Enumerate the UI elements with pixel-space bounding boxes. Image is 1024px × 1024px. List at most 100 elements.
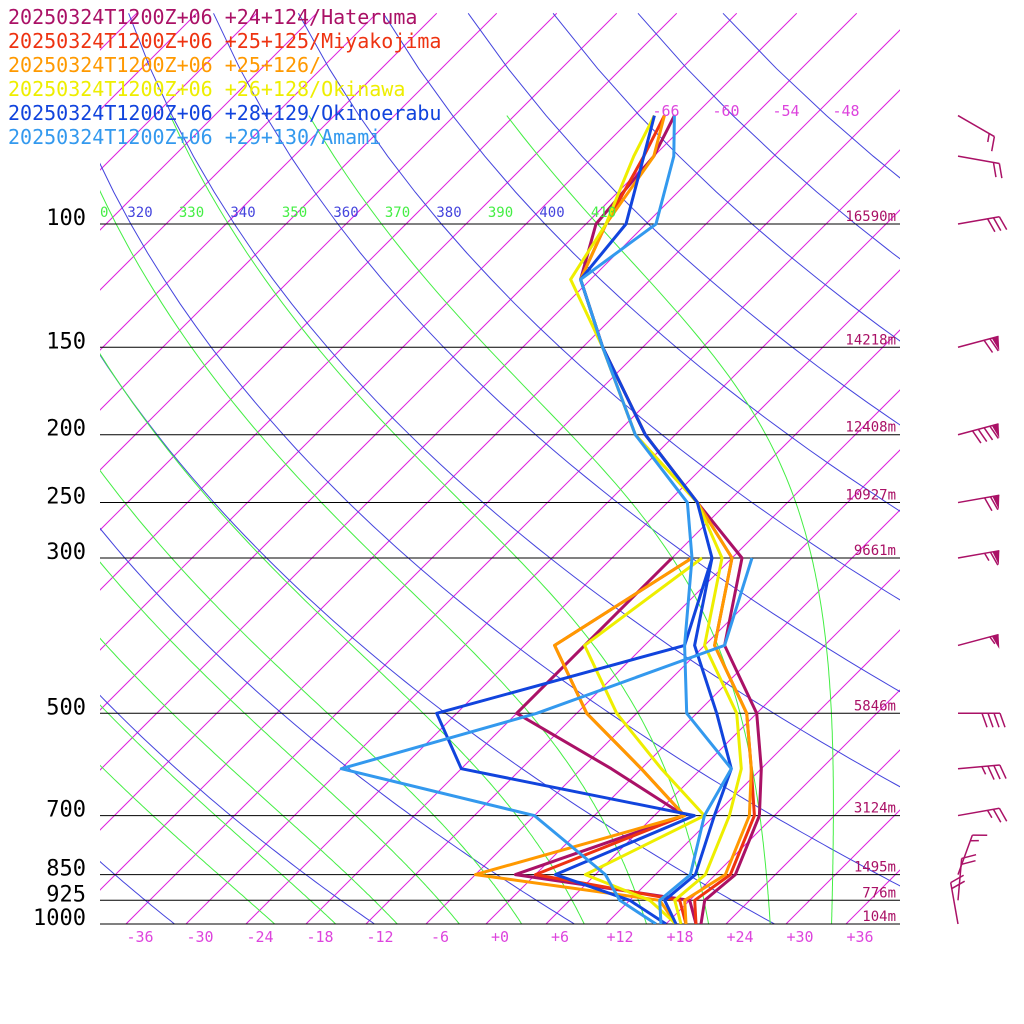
- temperature-line: [579, 114, 763, 924]
- isotherm: [845, 869, 900, 924]
- height-label: 10927m: [845, 488, 896, 504]
- isotherm: [100, 12, 138, 51]
- isotherm: [305, 329, 900, 924]
- dry-adiabat: [100, 860, 176, 924]
- pressure-label: 1000: [33, 906, 86, 931]
- wind-barbs: [949, 114, 1008, 925]
- height-labels: 16590m 14218m 12408m 10927m 9661m 5846m 3124m 1…: [845, 209, 896, 925]
- temperature-tick: +6: [551, 928, 569, 946]
- height-label: 12408m: [845, 420, 896, 436]
- moist-adiabat: [100, 189, 648, 924]
- isotherm: [425, 449, 900, 924]
- isotherm: [365, 389, 900, 924]
- wind-barb: [957, 155, 1003, 179]
- height-label: 16590m: [845, 209, 896, 225]
- isotherm: [100, 12, 618, 531]
- upper-temperature-tick: -66: [652, 102, 679, 120]
- isotherm: [0, 13, 77, 924]
- theta-labels: 0 320 330 340 350 360 370 380 390 400 410: [100, 205, 616, 221]
- dry-adiabat: [100, 354, 776, 924]
- dry-adiabat: [382, 13, 900, 512]
- isotherm: [725, 749, 900, 924]
- wind-barb: [957, 853, 977, 901]
- title-line: 20250324T1200Z+06 +28+129/Okinoerabu: [8, 101, 441, 125]
- isotherm: [100, 12, 318, 231]
- pressure-label: 300: [46, 540, 86, 565]
- pressure-label: 100: [46, 206, 86, 231]
- moist-adiabat: [100, 469, 523, 924]
- pressure-label: 500: [46, 695, 86, 720]
- height-label: 9661m: [854, 543, 896, 559]
- wind-barb: [957, 834, 988, 875]
- wind-barb: [957, 335, 1000, 353]
- isotherm: [100, 12, 738, 651]
- temperature-tick: +0: [491, 928, 509, 946]
- isobars: [100, 223, 900, 925]
- title-line: 20250324T1200Z+06 +25+125/Miyakojima: [8, 29, 441, 53]
- wind-barb: [957, 633, 1000, 649]
- isotherms: [0, 12, 1024, 924]
- temperature-line: [579, 115, 733, 924]
- title-line: 20250324T1200Z+06 +26+128/Okinawa: [8, 77, 405, 101]
- isotherm: [245, 269, 900, 924]
- isotherm: [605, 629, 900, 924]
- theta-label: 410: [591, 205, 616, 221]
- wind-barb: [957, 494, 1000, 512]
- wind-barb: [949, 874, 966, 925]
- title-line: 20250324T1200Z+06 +25+126/: [8, 53, 321, 77]
- temperature-tick: +36: [846, 928, 873, 946]
- temperature-tick: -18: [306, 928, 333, 946]
- wind-barb: [957, 549, 1000, 566]
- moist-adiabat: [506, 115, 834, 924]
- theta-label: 400: [539, 205, 564, 221]
- theta-label: 330: [179, 205, 204, 221]
- title-line: 20250324T1200Z+06 +29+130/Amami: [8, 125, 381, 149]
- wind-barb: [957, 423, 1000, 444]
- upper-temperature-tick: -60: [712, 102, 739, 120]
- isotherm: [665, 689, 900, 924]
- dry-adiabat: [213, 13, 900, 693]
- isotherm: [100, 89, 900, 891]
- pressure-label: 250: [46, 485, 86, 510]
- moist-adiabat: [100, 764, 276, 924]
- upper-temperature-tick: -54: [772, 102, 799, 120]
- isotherm: [485, 509, 900, 924]
- isotherm: [100, 12, 198, 111]
- wind-barb: [957, 114, 996, 152]
- theta-label: 380: [436, 205, 461, 221]
- temperature-line: [579, 115, 753, 924]
- isotherm: [100, 12, 378, 291]
- height-label: 1495m: [854, 860, 896, 876]
- height-label: 3124m: [854, 801, 896, 817]
- temperature-tick: -30: [186, 928, 213, 946]
- dry-adiabat: [637, 12, 900, 260]
- theta-label: 360: [333, 205, 358, 221]
- isotherm: [100, 12, 678, 591]
- height-label: 14218m: [845, 332, 896, 348]
- moist-adiabat: [100, 561, 461, 924]
- height-label: 776m: [862, 885, 896, 901]
- wind-barb: [958, 712, 1006, 728]
- sounding-series: [339, 114, 763, 924]
- wind-barb: [957, 807, 1008, 823]
- temperature-tick: +18: [666, 928, 693, 946]
- pressure-label: 200: [46, 417, 86, 442]
- temperature-tick: -6: [431, 928, 449, 946]
- pressure-label: 850: [46, 857, 86, 882]
- dewpoint-line: [583, 556, 706, 924]
- dry-adiabat: [297, 13, 900, 601]
- temperature-tick: +24: [726, 928, 753, 946]
- temperature-tick: +12: [606, 928, 633, 946]
- dewpoint-line: [339, 557, 754, 924]
- wind-barb: [957, 764, 1007, 780]
- theta-label: 350: [282, 205, 307, 221]
- title-block: 20250324T1200Z+06 +24+124/Hateruma202503…: [8, 5, 441, 149]
- isotherm: [125, 149, 900, 924]
- temperature-tick: +30: [786, 928, 813, 946]
- pressure-label: 700: [46, 798, 86, 823]
- temperature-tick: -36: [126, 928, 153, 946]
- theta-label: 370: [385, 205, 410, 221]
- isotherm: [906, 13, 1024, 924]
